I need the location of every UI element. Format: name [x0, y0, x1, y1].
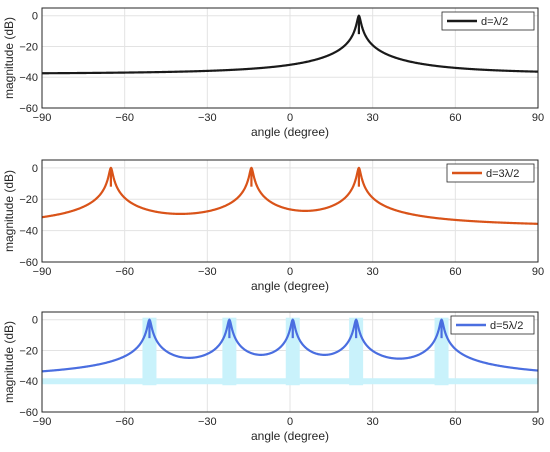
y-tick-label: 0 — [32, 11, 38, 23]
y-tick-label: −40 — [19, 72, 38, 84]
baseline-band — [42, 378, 538, 385]
x-tick-label: 90 — [532, 416, 544, 428]
plot-frame — [41, 311, 539, 413]
x-tick-label: −90 — [33, 112, 52, 124]
x-tick-label: −60 — [115, 112, 134, 124]
y-tick-label: −60 — [19, 407, 38, 419]
plot-frame — [41, 159, 539, 263]
y-tick-label: 0 — [32, 163, 38, 175]
y-tick-label: −20 — [19, 345, 38, 357]
x-tick-label: −30 — [198, 266, 217, 278]
series-line-1 — [41, 318, 539, 373]
legend-box — [441, 11, 535, 31]
y-axis-label: magnitude (dB) — [2, 17, 16, 99]
x-tick-label: 90 — [532, 112, 544, 124]
x-tick-label: −30 — [198, 112, 217, 124]
y-tick-label: −20 — [19, 41, 38, 53]
x-tick-label: 30 — [367, 416, 379, 428]
x-tick-label: 60 — [449, 416, 461, 428]
x-tick-label: −90 — [33, 266, 52, 278]
x-tick-label: 90 — [532, 266, 544, 278]
y-axis-label: magnitude (dB) — [2, 170, 16, 252]
series-line-1 — [41, 166, 539, 225]
legend: d=3λ/2 — [446, 163, 535, 183]
y-tick-label: −60 — [19, 257, 38, 269]
series-line-1 — [41, 14, 539, 75]
x-axis-label: angle (degree) — [251, 429, 329, 443]
y-tick-label: −20 — [19, 194, 38, 206]
legend-box — [450, 315, 535, 335]
legend-label: d=5λ/2 — [490, 320, 523, 332]
x-axis-label: angle (degree) — [251, 125, 329, 139]
x-tick-label: 0 — [287, 112, 293, 124]
y-tick-label: 0 — [32, 315, 38, 327]
x-tick-label: 60 — [449, 266, 461, 278]
x-tick-label: −30 — [198, 416, 217, 428]
x-tick-label: −90 — [33, 416, 52, 428]
plot-frame — [41, 7, 539, 109]
x-tick-label: −60 — [115, 416, 134, 428]
x-tick-label: 30 — [367, 266, 379, 278]
legend-label: d=3λ/2 — [486, 168, 519, 180]
y-tick-label: −60 — [19, 103, 38, 115]
legend-label: d=λ/2 — [481, 16, 508, 28]
y-tick-label: −40 — [19, 376, 38, 388]
x-tick-label: 0 — [287, 416, 293, 428]
x-axis-label: angle (degree) — [251, 279, 329, 293]
x-tick-label: 0 — [287, 266, 293, 278]
legend: d=λ/2 — [441, 11, 535, 31]
x-tick-label: −60 — [115, 266, 134, 278]
x-tick-label: 60 — [449, 112, 461, 124]
x-tick-label: 30 — [367, 112, 379, 124]
legend-box — [446, 163, 535, 183]
y-axis-label: magnitude (dB) — [2, 321, 16, 403]
legend: d=5λ/2 — [450, 315, 535, 335]
y-tick-label: −40 — [19, 226, 38, 238]
